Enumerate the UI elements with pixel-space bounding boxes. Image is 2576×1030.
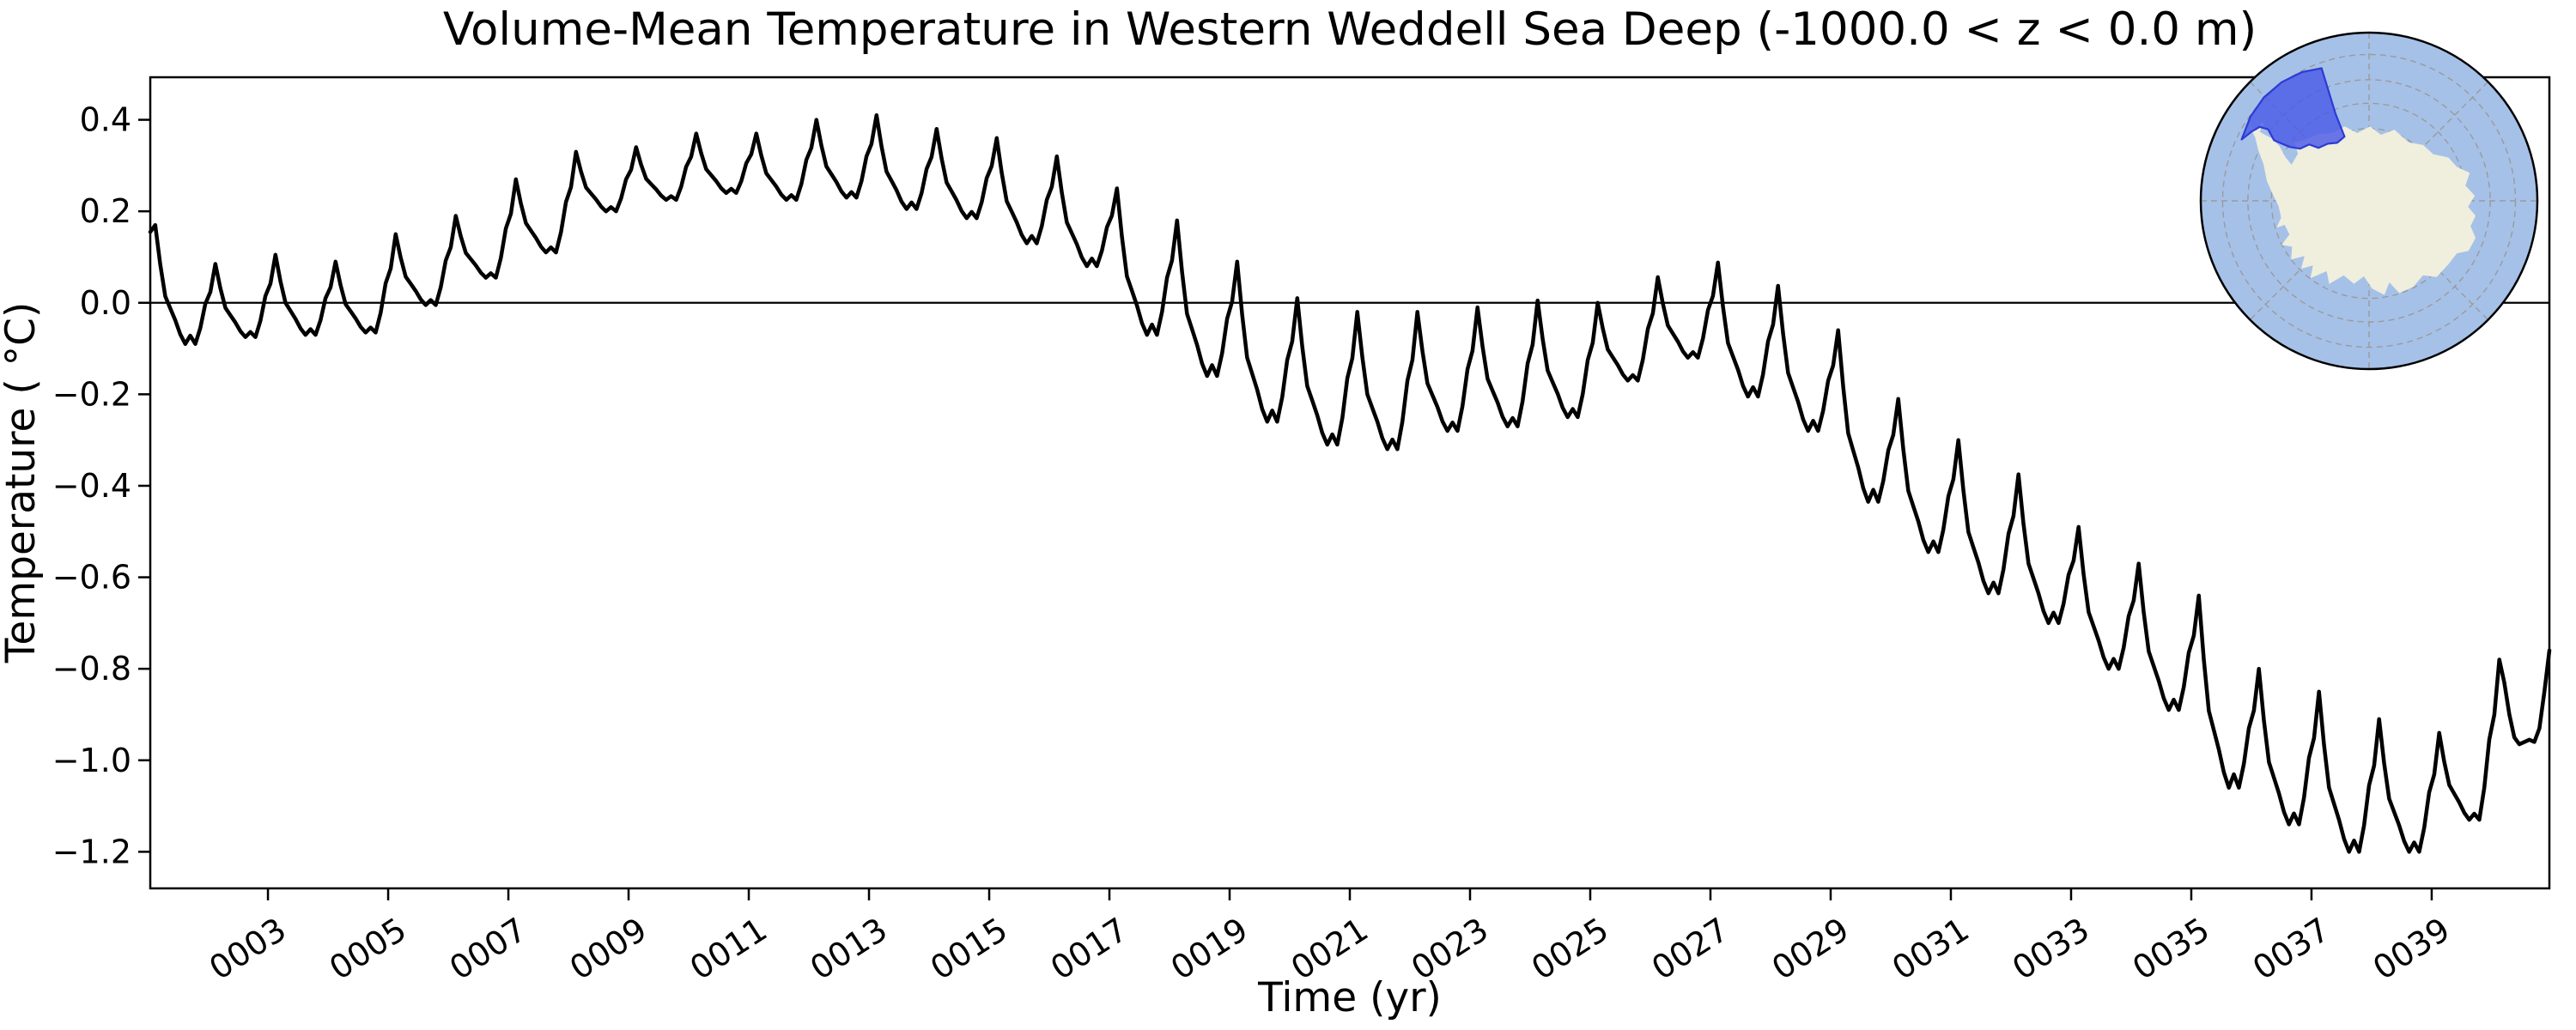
chart-title: Volume-Mean Temperature in Western Wedde… [443, 3, 2257, 56]
y-tick-label: −0.8 [52, 650, 131, 688]
x-tick-label: 0031 [1886, 911, 1976, 988]
x-tick-label: 0033 [2006, 911, 2096, 988]
y-tick-label: −0.2 [52, 375, 131, 413]
x-tick-label: 0013 [804, 911, 894, 988]
y-tick-label: −1.0 [52, 742, 131, 779]
x-tick-label: 0009 [563, 911, 653, 988]
western-weddell-region-highlight [2240, 67, 2346, 150]
x-tick-label: 0017 [1044, 911, 1134, 988]
temperature-line-series [148, 112, 2552, 854]
x-axis-label: Time (yr) [1257, 974, 1442, 1021]
x-tick-label: 0003 [203, 911, 293, 988]
y-tick-label: −0.6 [52, 559, 131, 597]
x-tick-label: 0037 [2246, 911, 2336, 988]
x-tick-label: 0011 [683, 911, 774, 988]
y-tick-label: −1.2 [52, 833, 131, 870]
x-tick-label: 0029 [1765, 911, 1856, 988]
y-axis-ticks: 0.4 0.2 0.0 −0.2 −0.4 −0.6 −0.8 −1.0 −1.2 [52, 101, 150, 870]
x-tick-label: 0019 [1164, 911, 1255, 988]
y-tick-label: 0.4 [80, 101, 131, 139]
y-tick-label: −0.4 [52, 467, 131, 505]
x-tick-label: 0007 [443, 911, 533, 988]
x-axis-ticks: 0003 0005 0007 0009 0011 0013 0015 0017 0019 0021… [203, 888, 2457, 987]
x-tick-label: 0023 [1405, 911, 1495, 988]
x-tick-label: 0025 [1525, 911, 1615, 988]
x-tick-label: 0035 [2126, 911, 2216, 988]
x-tick-label: 0005 [323, 911, 413, 988]
plot-frame [149, 76, 2551, 890]
island-dot [2253, 131, 2258, 136]
y-tick-label: 0.0 [80, 284, 131, 322]
y-axis-label: Temperature ( °C) [0, 302, 45, 664]
map-rim [2199, 31, 2539, 371]
x-tick-label: 0015 [924, 911, 1014, 988]
x-tick-label: 0027 [1645, 911, 1735, 988]
y-tick-label: 0.2 [80, 192, 131, 230]
x-tick-label: 0039 [2366, 911, 2457, 988]
antarctica-inset-map [2199, 31, 2539, 371]
